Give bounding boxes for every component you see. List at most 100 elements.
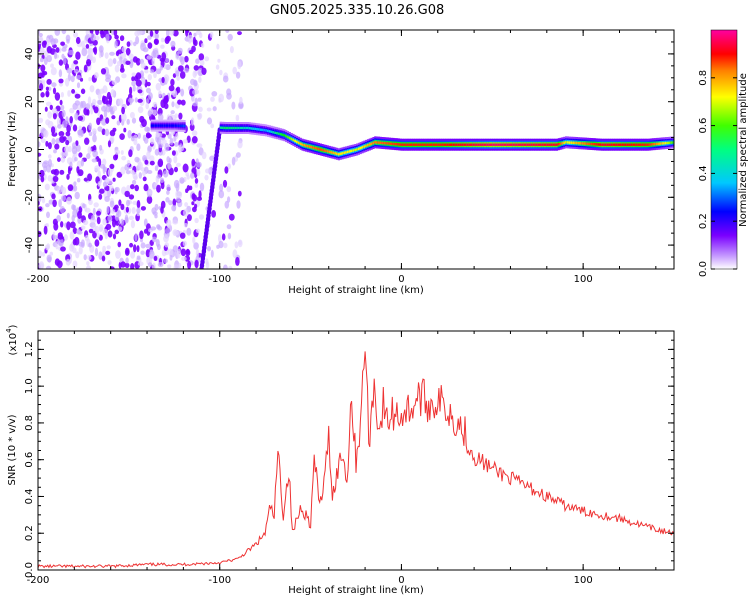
heatmap-speckle	[48, 158, 52, 168]
heatmap-speckle	[191, 193, 196, 200]
snr-xtick-label: -200	[27, 575, 50, 586]
heatmap-ridge-cell	[156, 124, 159, 127]
heatmap-speckle	[228, 265, 233, 269]
heatmap-speckle	[97, 99, 103, 105]
heatmap-speckle	[210, 96, 215, 102]
heatmap-xtick-label: 100	[574, 274, 593, 285]
heatmap-speckle	[80, 100, 87, 108]
heatmap-ridge-cell	[261, 128, 264, 132]
heatmap-speckle	[132, 85, 136, 92]
heatmap-speckle	[39, 83, 44, 91]
heatmap-speckle	[144, 159, 149, 165]
heatmap-speckle	[116, 171, 123, 178]
heatmap-ridge-cell	[399, 143, 402, 146]
heatmap-ridge-cell	[648, 143, 651, 146]
heatmap-speckle	[177, 191, 182, 199]
heatmap-speckle	[63, 234, 68, 241]
heatmap-ridge-cell	[312, 146, 315, 149]
heatmap-ridge-cell	[465, 143, 468, 146]
heatmap-speckle	[81, 40, 85, 49]
heatmap-speckle	[88, 228, 94, 234]
heatmap-ridge-cell	[624, 143, 628, 146]
heatmap-speckle	[176, 250, 181, 259]
heatmap-speckle	[51, 138, 56, 145]
heatmap-speckle	[164, 57, 170, 63]
heatmap-speckle	[144, 137, 149, 144]
heatmap-speckle	[191, 130, 198, 137]
heatmap-speckle	[138, 172, 142, 179]
heatmap-speckle	[51, 82, 57, 88]
heatmap-speckle	[98, 193, 103, 200]
heatmap-speckle	[69, 116, 73, 124]
heatmap-speckle	[55, 47, 60, 53]
heatmap-ridge-cell	[277, 132, 281, 135]
heatmap-speckle	[188, 49, 194, 55]
heatmap-speckle	[57, 124, 62, 129]
heatmap-speckle	[112, 58, 117, 65]
heatmap-ridge-cell	[248, 127, 251, 130]
heatmap-speckle	[154, 165, 159, 172]
heatmap-speckle	[53, 222, 59, 231]
heatmap-speckle	[237, 190, 242, 197]
heatmap-speckle	[131, 72, 136, 77]
heatmap-speckle	[91, 128, 97, 134]
heatmap-speckle	[64, 77, 70, 87]
heatmap-speckle	[86, 153, 91, 160]
heatmap-speckle	[137, 89, 143, 94]
heatmap-speckle	[52, 113, 57, 120]
heatmap-speckle	[94, 72, 99, 79]
heatmap-speckle	[112, 127, 117, 132]
heatmap-ridge-cell	[288, 136, 291, 140]
heatmap-ridge-cell	[394, 142, 397, 146]
heatmap-speckle	[193, 242, 199, 250]
heatmap-speckle	[54, 92, 61, 101]
heatmap-speckle	[105, 250, 111, 255]
heatmap-speckle	[94, 247, 99, 257]
heatmap-speckle	[193, 32, 197, 37]
heatmap-ridge-cell	[477, 143, 480, 146]
figure-title: GN05.2025.335.10.26.G08	[270, 3, 445, 18]
heatmap-speckle	[92, 150, 98, 158]
heatmap-speckle	[53, 149, 57, 154]
heatmap-speckle	[231, 156, 236, 166]
heatmap-speckle	[195, 30, 202, 35]
heatmap-ridge-cell	[585, 142, 588, 145]
heatmap-speckle	[58, 131, 65, 137]
heatmap-speckle	[182, 163, 189, 173]
heatmap-ridge-cell	[274, 131, 277, 134]
heatmap-speckle	[128, 97, 134, 103]
heatmap-speckle	[120, 112, 127, 122]
heatmap-ridge-cell	[168, 124, 171, 127]
heatmap-ridge-cell	[445, 143, 448, 146]
heatmap-speckle	[86, 261, 90, 266]
heatmap-speckle	[191, 167, 197, 174]
heatmap-speckle	[144, 69, 149, 74]
heatmap-speckle	[126, 118, 130, 125]
heatmap-speckle	[60, 221, 64, 228]
heatmap-speckle	[216, 43, 220, 50]
heatmap-ridge-cell	[321, 148, 324, 152]
heatmap-speckle	[108, 95, 113, 105]
heatmap-speckle	[114, 64, 120, 73]
heatmap-speckle	[217, 58, 221, 63]
heatmap-ridge-cell	[557, 143, 560, 146]
heatmap-speckle	[76, 228, 81, 235]
heatmap-speckle	[46, 46, 53, 54]
heatmap-speckle	[88, 77, 92, 82]
heatmap-speckle	[196, 143, 203, 148]
heatmap-speckle	[163, 103, 169, 110]
heatmap-ridge-cell	[366, 144, 370, 147]
heatmap-speckle	[186, 174, 190, 180]
heatmap-speckle	[78, 206, 83, 214]
heatmap-speckle	[66, 67, 73, 74]
heatmap-speckle	[42, 251, 45, 257]
heatmap-speckle	[235, 114, 240, 122]
colorbar-tick-label: 0.0	[698, 261, 709, 277]
heatmap-ridge-cell	[475, 143, 479, 146]
heatmap-xtick-label: 0	[398, 274, 404, 285]
heatmap-speckle	[112, 177, 116, 182]
heatmap-ridge-cell	[243, 126, 246, 130]
heatmap-ridge-cell	[575, 141, 579, 145]
heatmap-speckle	[54, 30, 61, 36]
